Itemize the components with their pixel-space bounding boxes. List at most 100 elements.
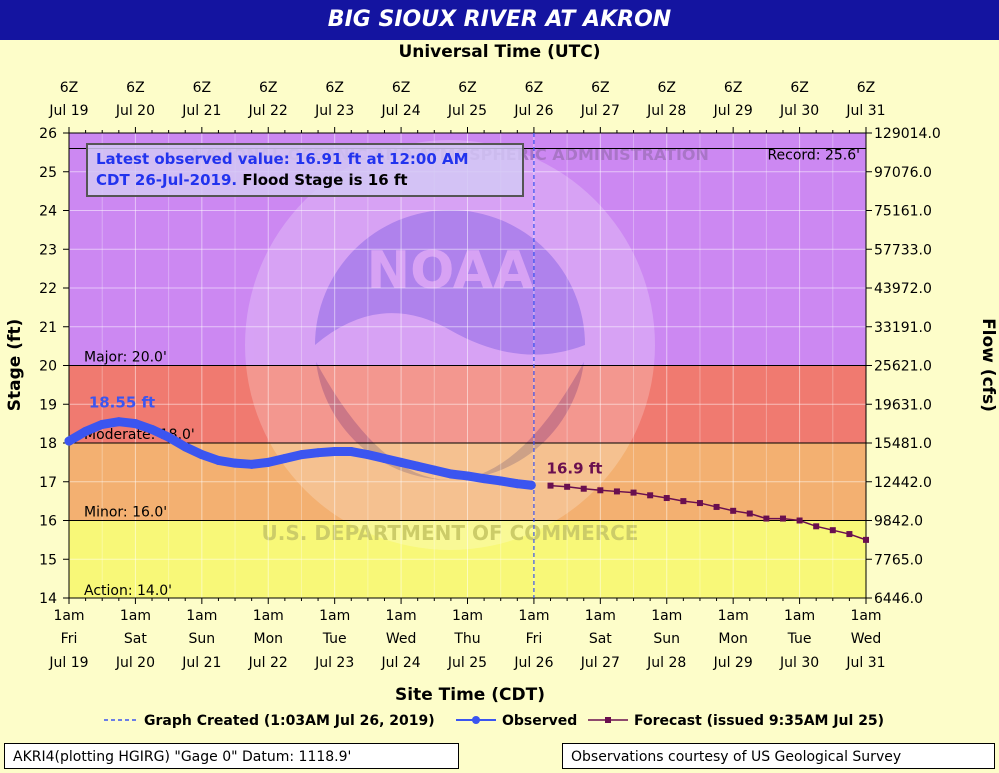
x-bottom-label-hour-4: 1am (319, 608, 350, 624)
x-bottom-label-hour-7: 1am (518, 608, 549, 624)
x-top-label-hour-10: 6Z (724, 80, 743, 96)
forecast-point (564, 483, 571, 490)
x-bottom-label-date-9: Jul 28 (646, 655, 686, 671)
threshold-label-action: Action: 14.0' (84, 583, 172, 599)
forecast-point (730, 507, 737, 514)
x-bottom-label-day-0: Fri (61, 631, 78, 647)
observed-point (114, 417, 124, 427)
x-bottom-label-day-7: Fri (526, 631, 543, 647)
y-tick-label-26: 26 (39, 126, 57, 142)
observed-point (64, 436, 74, 446)
observed-point (230, 458, 240, 468)
x-top-label-date-1: Jul 20 (115, 103, 155, 119)
x-bottom-label-hour-6: 1am (452, 608, 483, 624)
observed-point (526, 480, 536, 490)
y-tick-label-20: 20 (39, 359, 57, 375)
x-top-label-date-3: Jul 22 (248, 103, 288, 119)
forecast-point (763, 515, 770, 522)
top-axis-title: Universal Time (UTC) (398, 42, 601, 62)
x-bottom-label-date-12: Jul 31 (845, 655, 885, 671)
x-bottom-label-date-6: Jul 25 (447, 655, 487, 671)
latest-observation-box: Latest observed value: 16.91 ft at 12:00… (86, 143, 524, 197)
x-top-label-date-9: Jul 28 (646, 103, 686, 119)
x-top-label-hour-0: 6Z (60, 80, 79, 96)
x-top-label-hour-2: 6Z (193, 80, 212, 96)
observed-point (363, 450, 373, 460)
y-tick-label-17: 17 (39, 475, 57, 491)
forecast-point (696, 500, 703, 507)
x-top-label-date-6: Jul 25 (447, 103, 487, 119)
observed-point (81, 426, 91, 436)
forecast-point (647, 492, 654, 499)
y2-tick-label-21: 33191.0 (874, 320, 932, 336)
x-bottom-label-day-3: Mon (253, 631, 283, 647)
x-bottom-label-day-5: Wed (386, 631, 417, 647)
observed-point (180, 442, 190, 452)
y2-tick-label-25: 97076.0 (874, 165, 932, 181)
x-bottom-label-hour-2: 1am (186, 608, 217, 624)
observed-point (263, 457, 273, 467)
legend: Graph Created (1:03AM Jul 26, 2019) Obse… (104, 713, 884, 729)
x-top-label-date-8: Jul 27 (580, 103, 620, 119)
x-bottom-label-date-2: Jul 21 (181, 655, 221, 671)
y-tick-label-22: 22 (39, 281, 57, 297)
x-bottom-label-hour-10: 1am (718, 608, 749, 624)
x-top-label-hour-11: 6Z (790, 80, 809, 96)
x-bottom-label-hour-12: 1am (850, 608, 881, 624)
x-bottom-label-hour-3: 1am (253, 608, 284, 624)
legend-observed-label: Observed (502, 713, 577, 729)
y2-tick-label-26: 129014.0 (874, 126, 941, 142)
y2-tick-label-24: 75161.0 (874, 204, 932, 220)
observed-point (197, 450, 207, 460)
y2-tick-label-14: 6446.0 (874, 591, 923, 607)
y-tick-label-15: 15 (39, 552, 57, 568)
x-bottom-label-date-4: Jul 23 (314, 655, 354, 671)
observed-point (130, 419, 140, 429)
x-top-label-hour-3: 6Z (259, 80, 278, 96)
x-top-label-date-5: Jul 24 (381, 103, 421, 119)
y-tick-label-23: 23 (39, 242, 57, 258)
x-bottom-label-date-8: Jul 27 (580, 655, 620, 671)
x-top-label-hour-5: 6Z (392, 80, 411, 96)
x-bottom-label-day-8: Sat (589, 631, 612, 647)
x-top-label-hour-6: 6Z (458, 80, 477, 96)
observed-point (97, 419, 107, 429)
forecast-point (746, 510, 753, 517)
y-tick-label-24: 24 (39, 204, 57, 220)
forecast-point (663, 495, 670, 502)
x-top-label-hour-4: 6Z (325, 80, 344, 96)
x-bottom-label-day-2: Sun (189, 631, 216, 647)
observed-point (396, 457, 406, 467)
y2-tick-label-16: 9842.0 (874, 514, 923, 530)
x-top-label-date-12: Jul 31 (845, 103, 885, 119)
x-bottom-label-date-5: Jul 24 (381, 655, 421, 671)
legend-created-label: Graph Created (1:03AM Jul 26, 2019) (144, 713, 435, 729)
observed-point (496, 476, 506, 486)
forecast-point (829, 527, 836, 534)
y2-tick-label-23: 57733.0 (874, 242, 932, 258)
datum-note: AKRI4(plotting HGIRG) "Gage 0" Datum: 11… (4, 743, 459, 769)
x-bottom-label-day-9: Sun (653, 631, 680, 647)
observed-point (479, 474, 489, 484)
observed-peak-label: 18.55 ft (89, 394, 155, 412)
observed-point (346, 447, 356, 457)
x-bottom-label-date-10: Jul 29 (713, 655, 753, 671)
x-top-label-date-11: Jul 30 (779, 103, 819, 119)
y-tick-label-16: 16 (39, 514, 57, 530)
y-tick-label-25: 25 (39, 165, 57, 181)
observed-point (429, 465, 439, 475)
forecast-point (713, 503, 720, 510)
x-top-label-date-10: Jul 29 (713, 103, 753, 119)
x-top-label-date-7: Jul 26 (513, 103, 553, 119)
forecast-point (796, 517, 803, 524)
y2-axis-label: Flow (cfs) (978, 318, 998, 412)
x-bottom-label-date-11: Jul 30 (779, 655, 819, 671)
threshold-label-major: Major: 20.0' (84, 350, 167, 366)
observed-point (330, 447, 340, 457)
x-top-label-date-0: Jul 19 (48, 103, 88, 119)
y-tick-label-19: 19 (39, 397, 57, 413)
threshold-label-record: Record: 25.6' (767, 148, 860, 164)
axes: 14 15 16 17 18 19 20 21 22 23 24 25 26 6446.0 7765.0 98… (39, 80, 941, 671)
observed-point (164, 432, 174, 442)
